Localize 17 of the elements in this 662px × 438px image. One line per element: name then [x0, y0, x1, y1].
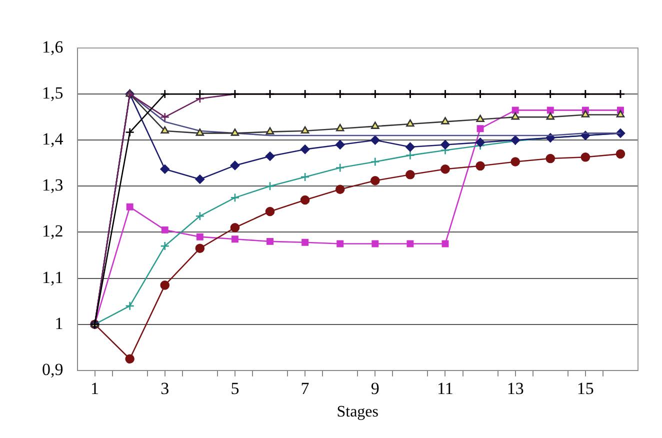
- y-tick-label: 0,9: [42, 360, 64, 379]
- x-tick-label: 13: [506, 379, 524, 398]
- y-tick-label: 1,5: [42, 84, 64, 103]
- x-tick-label: 11: [437, 379, 454, 398]
- y-tick-label: 1,3: [42, 176, 64, 195]
- x-tick-label: 9: [370, 379, 380, 398]
- x-tick-label: 1: [90, 379, 100, 398]
- y-tick-label: 1,2: [42, 222, 64, 241]
- y-tick-label: 1,1: [42, 268, 64, 287]
- x-axis-title: Stages: [336, 404, 379, 421]
- y-tick-label: 1,4: [42, 130, 64, 149]
- y-tick-label: 1,6: [42, 37, 64, 56]
- x-tick-label: 5: [230, 379, 240, 398]
- y-tick-label: 1: [54, 314, 64, 333]
- x-tick-label: 3: [160, 379, 170, 398]
- x-tick-label: 15: [576, 379, 594, 398]
- x-tick-label: 7: [300, 379, 310, 398]
